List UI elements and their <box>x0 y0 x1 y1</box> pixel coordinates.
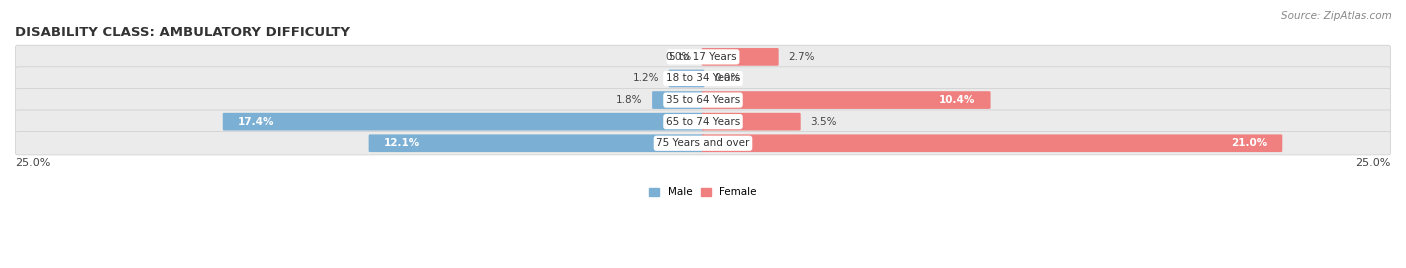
FancyBboxPatch shape <box>222 113 704 131</box>
FancyBboxPatch shape <box>652 91 704 109</box>
Text: 1.2%: 1.2% <box>633 73 659 83</box>
FancyBboxPatch shape <box>702 91 991 109</box>
FancyBboxPatch shape <box>15 45 1391 69</box>
FancyBboxPatch shape <box>15 132 1391 155</box>
Text: 12.1%: 12.1% <box>384 138 420 148</box>
Text: 5 to 17 Years: 5 to 17 Years <box>669 52 737 62</box>
Text: 17.4%: 17.4% <box>238 117 274 127</box>
Text: 35 to 64 Years: 35 to 64 Years <box>666 95 740 105</box>
FancyBboxPatch shape <box>368 134 704 152</box>
Text: 2.7%: 2.7% <box>789 52 815 62</box>
Text: 18 to 34 Years: 18 to 34 Years <box>666 73 740 83</box>
FancyBboxPatch shape <box>15 110 1391 133</box>
Text: 21.0%: 21.0% <box>1230 138 1267 148</box>
FancyBboxPatch shape <box>702 134 1282 152</box>
FancyBboxPatch shape <box>15 67 1391 90</box>
Text: 1.8%: 1.8% <box>616 95 643 105</box>
Text: 0.0%: 0.0% <box>666 52 692 62</box>
Text: 0.0%: 0.0% <box>714 73 740 83</box>
Text: 65 to 74 Years: 65 to 74 Years <box>666 117 740 127</box>
Text: 25.0%: 25.0% <box>15 158 51 168</box>
Legend: Male, Female: Male, Female <box>650 187 756 198</box>
FancyBboxPatch shape <box>15 88 1391 112</box>
Text: DISABILITY CLASS: AMBULATORY DIFFICULTY: DISABILITY CLASS: AMBULATORY DIFFICULTY <box>15 25 350 39</box>
Text: 25.0%: 25.0% <box>1355 158 1391 168</box>
Text: 75 Years and over: 75 Years and over <box>657 138 749 148</box>
Text: 3.5%: 3.5% <box>810 117 837 127</box>
FancyBboxPatch shape <box>669 70 704 87</box>
Text: 10.4%: 10.4% <box>939 95 976 105</box>
FancyBboxPatch shape <box>702 113 800 131</box>
FancyBboxPatch shape <box>702 48 779 66</box>
Text: Source: ZipAtlas.com: Source: ZipAtlas.com <box>1281 11 1392 21</box>
